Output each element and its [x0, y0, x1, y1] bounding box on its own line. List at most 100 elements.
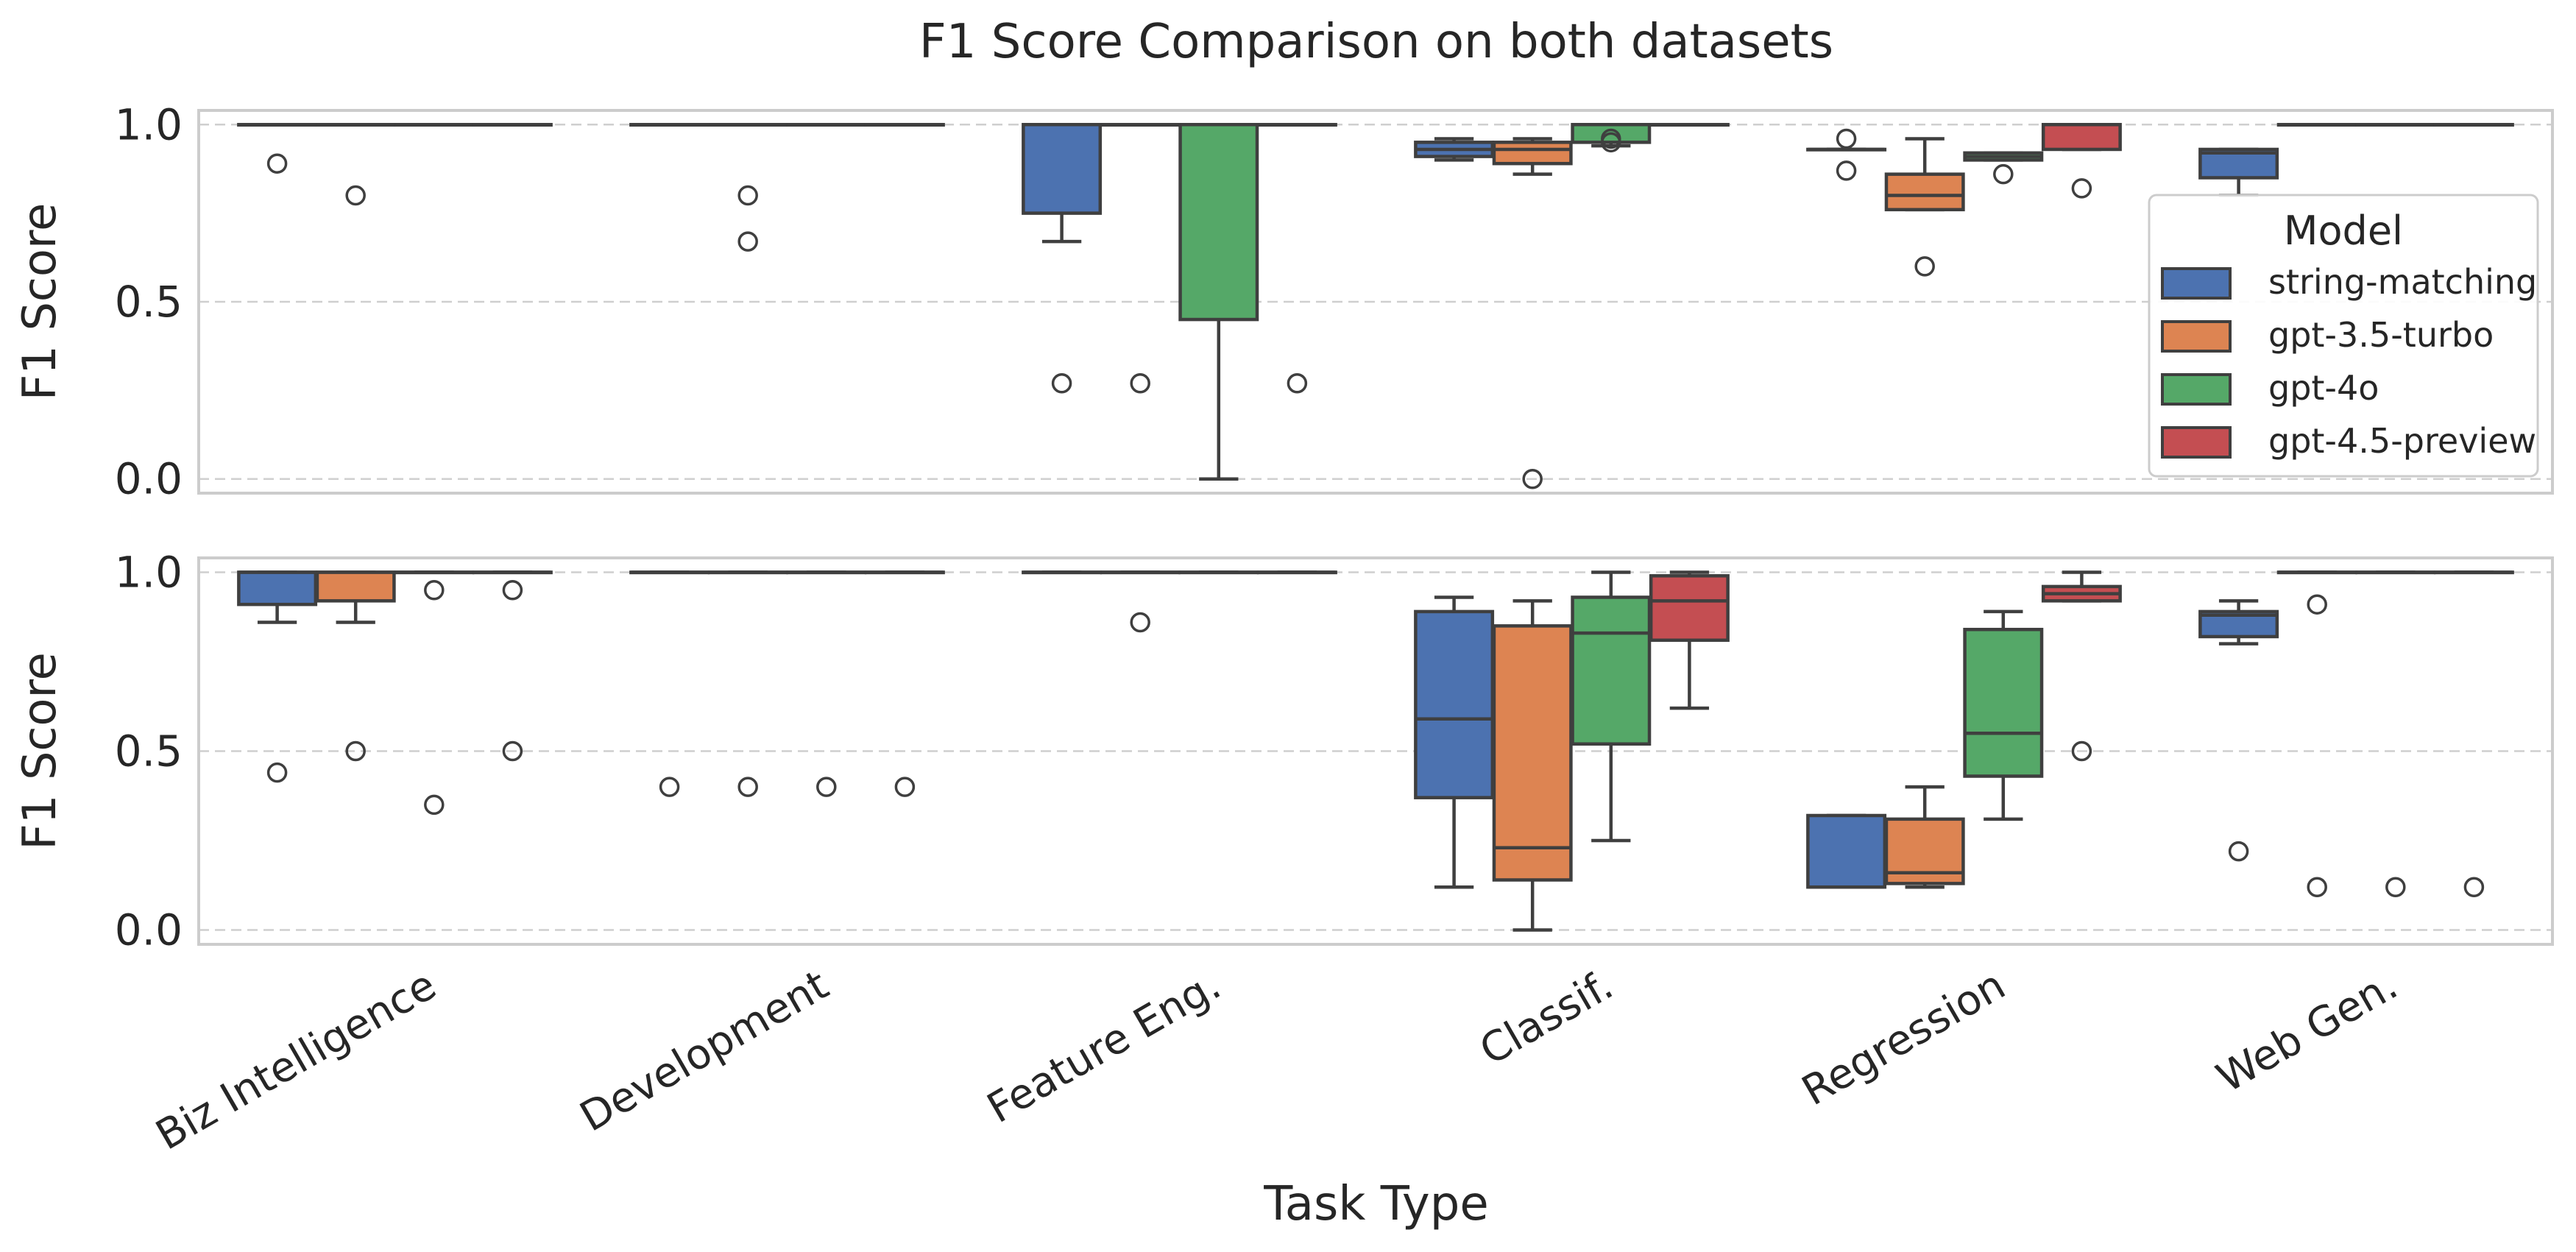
- legend-label: gpt-4o: [2268, 368, 2379, 408]
- outlier-point: [1130, 612, 1150, 633]
- box-development-string-matching: [629, 123, 710, 127]
- outlier-point: [2071, 178, 2092, 199]
- outlier-point: [2307, 594, 2327, 615]
- outlier-point: [424, 794, 445, 816]
- box-classif-gpt-3-5-turbo: [1492, 599, 1573, 932]
- box-body: [1178, 123, 1259, 322]
- outlier-point: [1836, 128, 1857, 149]
- box-regression-gpt-4-5-preview: [2041, 570, 2122, 762]
- legend-title: Model: [2284, 208, 2403, 254]
- y-tick-label: 0.0: [115, 454, 183, 504]
- box-development-gpt-3-5-turbo: [707, 570, 788, 797]
- box-web-gen-gpt-4-5-preview: [2433, 123, 2514, 127]
- box-feature-eng-string-matching: [1022, 570, 1103, 575]
- box-classif-string-matching: [1414, 137, 1495, 162]
- legend-frame: [2148, 194, 2539, 478]
- outlier-point: [1522, 468, 1543, 489]
- outlier-point: [737, 185, 758, 206]
- outlier-point: [424, 580, 445, 601]
- box-feature-eng-string-matching: [1022, 123, 1103, 394]
- box-body: [1806, 813, 1887, 889]
- legend-entry-string-matching: string-matching: [2161, 262, 2537, 302]
- box-classif-gpt-4o: [1571, 123, 1652, 153]
- legend-swatch: [2161, 320, 2232, 353]
- box-biz-intelligence-gpt-4o: [394, 123, 475, 127]
- box-web-gen-gpt-3-5-turbo: [2276, 123, 2357, 127]
- outlier-point: [1601, 132, 1621, 153]
- box-body: [237, 570, 318, 606]
- outlier-point: [1836, 160, 1857, 181]
- outlier-point: [1914, 256, 1935, 277]
- outlier-point: [502, 740, 523, 762]
- outlier-point: [502, 580, 523, 601]
- legend-entry-gpt-3-5-turbo: gpt-3.5-turbo: [2161, 315, 2494, 355]
- outlier-point: [894, 777, 916, 797]
- box-classif-string-matching: [1414, 595, 1495, 889]
- box-classif-gpt-4-5-preview: [1649, 570, 1730, 710]
- box-development-gpt-4o: [786, 123, 867, 127]
- box-body: [1492, 141, 1573, 166]
- box-regression-string-matching: [1806, 813, 1887, 889]
- box-feature-eng-gpt-4-5-preview: [1256, 570, 1337, 575]
- legend-swatch: [2161, 267, 2232, 300]
- outlier-point: [345, 740, 366, 762]
- box-classif-gpt-3-5-turbo: [1492, 137, 1573, 489]
- box-body: [1022, 123, 1103, 215]
- chart-title: F1 Score Comparison on both datasets: [919, 15, 1833, 69]
- legend-label: gpt-4.5-preview: [2268, 421, 2536, 461]
- box-feature-eng-gpt-4o: [1178, 570, 1259, 575]
- legend-entry-gpt-4-5-preview: gpt-4.5-preview: [2161, 421, 2536, 461]
- outlier-point: [2071, 740, 2092, 762]
- panel-frame: [197, 109, 2554, 495]
- box-body: [1492, 624, 1573, 882]
- box-web-gen-gpt-4-5-preview: [2433, 570, 2514, 897]
- outlier-point: [1051, 372, 1072, 394]
- outlier-point: [1130, 372, 1150, 394]
- box-body: [1963, 627, 2044, 778]
- y-axis-label: F1 Score: [13, 203, 66, 400]
- x-axis-label: Task Type: [1263, 1177, 1488, 1231]
- panel-bottom: 0.0 0.5 1.0 F1 Score: [13, 547, 2554, 955]
- legend-entry-gpt-4o: gpt-4o: [2161, 368, 2379, 408]
- box-web-gen-gpt-4o: [2355, 570, 2436, 897]
- outlier-point: [737, 777, 758, 797]
- box-regression-gpt-4o: [1963, 151, 2044, 185]
- box-classif-gpt-4o: [1571, 570, 1652, 843]
- legend-label: string-matching: [2268, 262, 2537, 302]
- panel-top: 0.0 0.5 1.0 F1 Score: [13, 99, 2554, 504]
- box-regression-gpt-4-5-preview: [2041, 123, 2122, 199]
- box-web-gen-gpt-4o: [2355, 123, 2436, 127]
- outlier-point: [659, 777, 680, 797]
- outlier-point: [2385, 877, 2406, 897]
- outlier-point: [2228, 841, 2249, 862]
- outlier-point: [737, 231, 758, 252]
- y-tick-label: 1.0: [115, 99, 183, 149]
- outlier-point: [2307, 877, 2327, 897]
- y-tick-label: 1.0: [115, 547, 183, 597]
- box-body: [1414, 609, 1495, 799]
- y-axis-label: F1 Score: [13, 652, 66, 849]
- box-classif-gpt-4-5-preview: [1649, 123, 1730, 127]
- outlier-point: [266, 153, 288, 174]
- y-tick-label: 0.5: [115, 277, 183, 327]
- box-feature-eng-gpt-4-5-preview: [1256, 123, 1337, 394]
- box-feature-eng-gpt-4o: [1178, 123, 1259, 481]
- box-body: [315, 570, 396, 603]
- legend: Model string-matching gpt-3.5-turbo gpt-4o g…: [2148, 194, 2539, 478]
- box-biz-intelligence-gpt-3-5-turbo: [315, 570, 396, 762]
- outlier-point: [266, 762, 288, 783]
- box-development-gpt-4-5-preview: [864, 570, 945, 797]
- box-body: [1649, 574, 1730, 643]
- box-web-gen-string-matching: [2198, 599, 2279, 862]
- box-regression-string-matching: [1806, 128, 1887, 181]
- outlier-point: [1287, 372, 1308, 394]
- box-regression-gpt-3-5-turbo: [1884, 137, 1965, 277]
- legend-swatch: [2161, 373, 2232, 406]
- panel-frame: [197, 556, 2554, 946]
- legend-swatch: [2161, 426, 2232, 459]
- box-body: [1884, 172, 1965, 212]
- outlier-point: [816, 777, 837, 797]
- box-body: [2041, 123, 2122, 152]
